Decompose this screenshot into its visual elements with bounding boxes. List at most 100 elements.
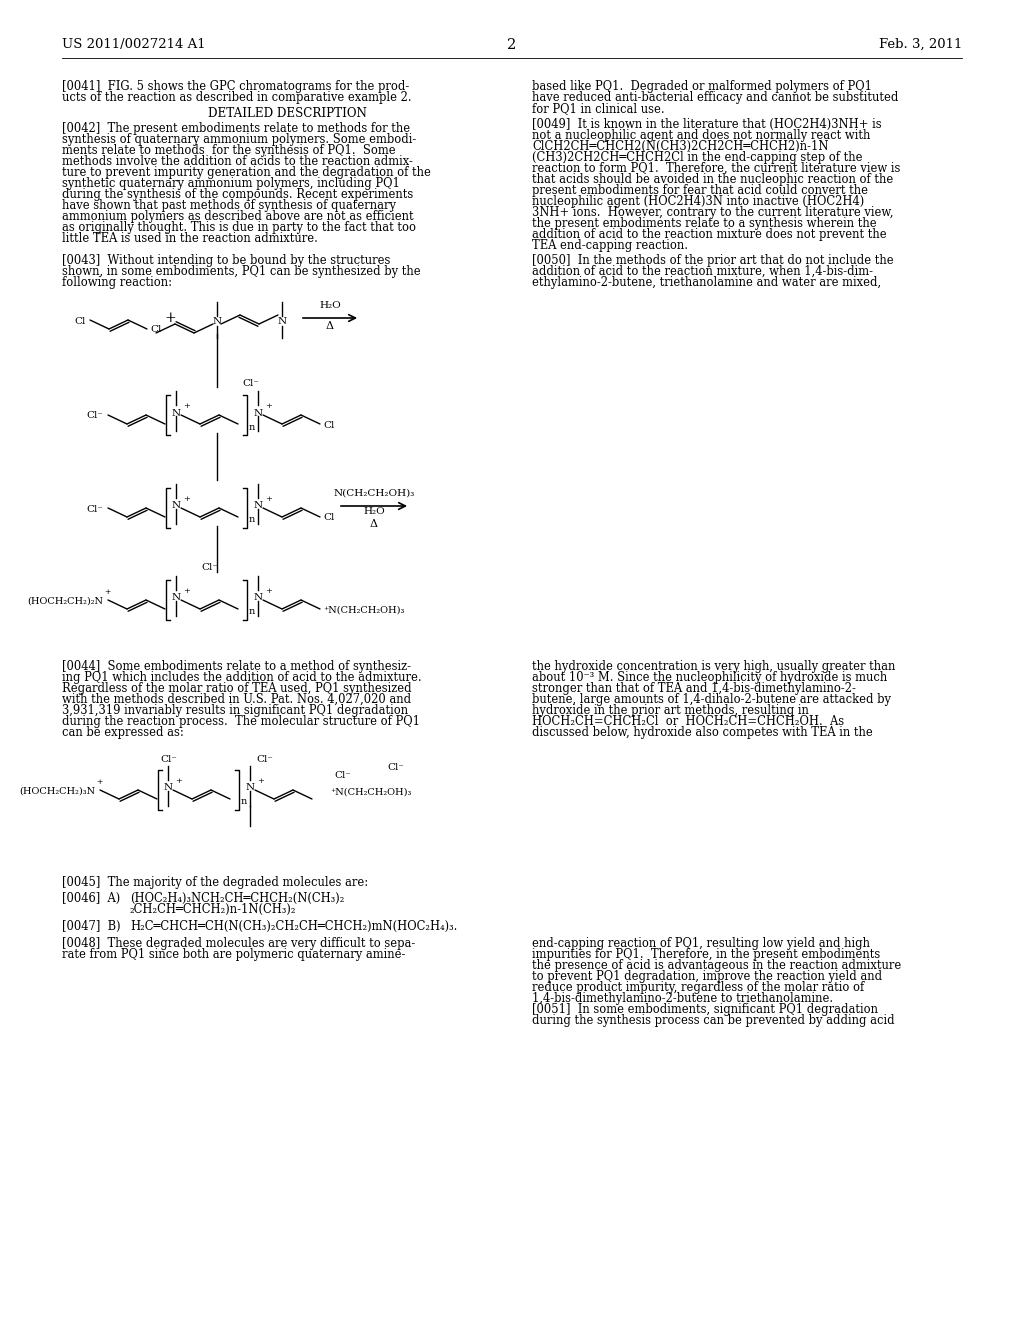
Text: Cl: Cl [323,513,335,523]
Text: for PQ1 in clinical use.: for PQ1 in clinical use. [532,102,665,115]
Text: +: + [183,587,189,595]
Text: N: N [171,408,180,417]
Text: ⁺N(CH₂CH₂OH)₃: ⁺N(CH₂CH₂OH)₃ [330,788,412,796]
Text: n: n [249,516,255,524]
Text: Cl⁻: Cl⁻ [387,763,403,772]
Text: +: + [175,777,182,785]
Text: Cl: Cl [323,421,335,429]
Text: discussed below, hydroxide also competes with TEA in the: discussed below, hydroxide also competes… [532,726,872,739]
Text: Cl⁻: Cl⁻ [242,379,259,388]
Text: have reduced anti-bacterial efficacy and cannot be substituted: have reduced anti-bacterial efficacy and… [532,91,898,104]
Text: end-capping reaction of PQ1, resulting low yield and high: end-capping reaction of PQ1, resulting l… [532,937,870,950]
Text: butene, large amounts of 1,4-dihalo-2-butene are attacked by: butene, large amounts of 1,4-dihalo-2-bu… [532,693,891,706]
Text: to prevent PQ1 degradation, improve the reaction yield and: to prevent PQ1 degradation, improve the … [532,970,882,983]
Text: [0050]  In the methods of the prior art that do not include the: [0050] In the methods of the prior art t… [532,253,894,267]
Text: N: N [171,594,180,602]
Text: rate from PQ1 since both are polymeric quaternary amine-: rate from PQ1 since both are polymeric q… [62,948,406,961]
Text: N(CH₂CH₂OH)₃: N(CH₂CH₂OH)₃ [334,488,415,498]
Text: during the reaction process.  The molecular structure of PQ1: during the reaction process. The molecul… [62,715,420,729]
Text: HOCH₂CH=CHCH₂Cl  or  HOCH₂CH=CHCH₂OH.  As: HOCH₂CH=CHCH₂Cl or HOCH₂CH=CHCH₂OH. As [532,715,844,729]
Text: +: + [265,403,272,411]
Text: +: + [183,403,189,411]
Text: can be expressed as:: can be expressed as: [62,726,183,739]
Text: Cl: Cl [75,317,86,326]
Text: N: N [253,594,262,602]
Text: synthetic quaternary ammonium polymers, including PQ1: synthetic quaternary ammonium polymers, … [62,177,400,190]
Text: hydroxide in the prior art methods, resulting in: hydroxide in the prior art methods, resu… [532,704,809,717]
Text: as originally thought. This is due in party to the fact that too: as originally thought. This is due in pa… [62,220,416,234]
Text: 2: 2 [507,38,517,51]
Text: (HOC₂H₄)₃NCH₂CH═CHCH₂(N(CH₃)₂: (HOC₂H₄)₃NCH₂CH═CHCH₂(N(CH₃)₂ [130,892,344,906]
Text: H₂O: H₂O [364,507,385,516]
Text: (CH3)2CH2CH═CHCH2Cl in the end-capping step of the: (CH3)2CH2CH═CHCH2Cl in the end-capping s… [532,150,862,164]
Text: the hydroxide concentration is very high, usually greater than: the hydroxide concentration is very high… [532,660,895,673]
Text: Cl⁻: Cl⁻ [334,771,351,780]
Text: H₂C═CHCH═CH(N(CH₃)₂CH₂CH═CHCH₂)mN(HOC₂H₄)₃.: H₂C═CHCH═CH(N(CH₃)₂CH₂CH═CHCH₂)mN(HOC₂H₄… [130,920,458,933]
Text: Cl⁻: Cl⁻ [201,564,218,573]
Text: US 2011/0027214 A1: US 2011/0027214 A1 [62,38,206,51]
Text: methods involve the addition of acids to the reaction admix-: methods involve the addition of acids to… [62,154,413,168]
Text: Cl⁻: Cl⁻ [86,504,103,513]
Text: N: N [164,784,173,792]
Text: during the synthesis of the compounds. Recent experiments: during the synthesis of the compounds. R… [62,187,414,201]
Text: that acids should be avoided in the nucleophic reaction of the: that acids should be avoided in the nucl… [532,173,893,186]
Text: have shown that past methods of synthesis of quaternary: have shown that past methods of synthesi… [62,199,396,213]
Text: during the synthesis process can be prevented by adding acid: during the synthesis process can be prev… [532,1014,895,1027]
Text: Feb. 3, 2011: Feb. 3, 2011 [879,38,962,51]
Text: [0051]  In some embodiments, significant PQ1 degradation: [0051] In some embodiments, significant … [532,1003,878,1016]
Text: +: + [165,312,176,325]
Text: ing PQ1 which includes the addition of acid to the admixture.: ing PQ1 which includes the addition of a… [62,671,422,684]
Text: ucts of the reaction as described in comparative example 2.: ucts of the reaction as described in com… [62,91,412,104]
Text: [0043]  Without intending to be bound by the structures: [0043] Without intending to be bound by … [62,253,390,267]
Text: TEA end-capping reaction.: TEA end-capping reaction. [532,239,688,252]
Text: ammonium polymers as described above are not as efficient: ammonium polymers as described above are… [62,210,414,223]
Text: the present embodiments relate to a synthesis wherein the: the present embodiments relate to a synt… [532,216,877,230]
Text: N: N [253,502,262,511]
Text: [0046]  A): [0046] A) [62,892,120,906]
Text: ments relate to methods  for the synthesis of PQ1.  Some: ments relate to methods for the synthesi… [62,144,395,157]
Text: (HOCH₂CH₂)₃N: (HOCH₂CH₂)₃N [18,787,95,796]
Text: [0049]  It is known in the literature that (HOC2H4)3NH+ is: [0049] It is known in the literature tha… [532,117,882,131]
Text: N: N [171,502,180,511]
Text: synthesis of quaternary ammonium polymers. Some embodi-: synthesis of quaternary ammonium polymer… [62,133,416,147]
Text: [0041]  FIG. 5 shows the GPC chromatograms for the prod-: [0041] FIG. 5 shows the GPC chromatogram… [62,81,410,92]
Text: ₂CH₂CH═CHCH₂)n-1N(CH₃)₂: ₂CH₂CH═CHCH₂)n-1N(CH₃)₂ [130,903,297,916]
Text: ClCH2CH═CHCH2(N(CH3)2CH2CH═CHCH2)n-1N: ClCH2CH═CHCH2(N(CH3)2CH2CH═CHCH2)n-1N [532,140,828,153]
Text: N: N [278,317,287,326]
Text: nucleophilic agent (HOC2H4)3N into inactive (HOC2H4): nucleophilic agent (HOC2H4)3N into inact… [532,195,864,209]
Text: ture to prevent impurity generation and the degradation of the: ture to prevent impurity generation and … [62,166,431,180]
Text: n: n [249,422,255,432]
Text: [0044]  Some embodiments relate to a method of synthesiz-: [0044] Some embodiments relate to a meth… [62,660,411,673]
Text: Cl⁻: Cl⁻ [86,412,103,421]
Text: present embodiments for fear that acid could convert the: present embodiments for fear that acid c… [532,183,868,197]
Text: +: + [257,777,264,785]
Text: shown, in some embodiments, PQ1 can be synthesized by the: shown, in some embodiments, PQ1 can be s… [62,265,421,279]
Text: n: n [249,607,255,616]
Text: Δ: Δ [370,519,378,529]
Text: [0047]  B): [0047] B) [62,920,121,933]
Text: H₂O: H₂O [319,301,341,310]
Text: Regardless of the molar ratio of TEA used, PQ1 synthesized: Regardless of the molar ratio of TEA use… [62,682,412,696]
Text: based like PQ1.  Degraded or malformed polymers of PQ1: based like PQ1. Degraded or malformed po… [532,81,872,92]
Text: n: n [241,797,247,807]
Text: +: + [104,587,111,597]
Text: +: + [265,587,272,595]
Text: +: + [96,777,102,785]
Text: addition of acid to the reaction mixture, when 1,4-bis-dim-: addition of acid to the reaction mixture… [532,265,873,279]
Text: with the methods described in U.S. Pat. Nos. 4,027,020 and: with the methods described in U.S. Pat. … [62,693,411,706]
Text: Cl⁻: Cl⁻ [161,755,177,764]
Text: (HOCH₂CH₂)₂N: (HOCH₂CH₂)₂N [27,597,103,606]
Text: N: N [212,317,221,326]
Text: DETAILED DESCRIPTION: DETAILED DESCRIPTION [208,107,367,120]
Text: Δ: Δ [326,321,334,331]
Text: [0048]  These degraded molecules are very difficult to sepa-: [0048] These degraded molecules are very… [62,937,416,950]
Text: 3,931,319 invariably results in significant PQ1 degradation: 3,931,319 invariably results in signific… [62,704,409,717]
Text: N: N [246,784,255,792]
Text: little TEA is used in the reaction admixture.: little TEA is used in the reaction admix… [62,232,317,246]
Text: not a nucleophilic agent and does not normally react with: not a nucleophilic agent and does not no… [532,129,870,143]
Text: ⁺N(CH₂CH₂OH)₃: ⁺N(CH₂CH₂OH)₃ [323,606,404,615]
Text: the presence of acid is advantageous in the reaction admixture: the presence of acid is advantageous in … [532,960,901,972]
Text: +: + [183,495,189,503]
Text: +: + [265,495,272,503]
Text: impurities for PQ1.  Therefore, in the present embodiments: impurities for PQ1. Therefore, in the pr… [532,948,881,961]
